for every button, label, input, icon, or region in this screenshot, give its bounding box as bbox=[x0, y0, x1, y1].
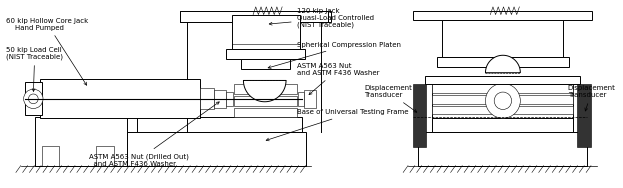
Text: Displacement
Transducer: Displacement Transducer bbox=[364, 85, 417, 112]
Bar bbox=[442, 20, 563, 57]
Bar bbox=[127, 132, 307, 166]
Text: Spherical Compression Platen: Spherical Compression Platen bbox=[268, 42, 401, 68]
Bar bbox=[214, 90, 226, 108]
Bar bbox=[305, 90, 316, 108]
Bar bbox=[97, 146, 113, 166]
Circle shape bbox=[485, 83, 520, 118]
Bar bbox=[200, 88, 214, 109]
Bar bbox=[226, 49, 305, 59]
Bar bbox=[432, 117, 573, 132]
Text: 50 kip Load Cell
(NIST Traceable): 50 kip Load Cell (NIST Traceable) bbox=[6, 47, 63, 91]
Text: ASTM A563 Nut (Drilled Out)
  and ASTM F436 Washer: ASTM A563 Nut (Drilled Out) and ASTM F43… bbox=[88, 102, 219, 167]
Bar bbox=[181, 11, 331, 22]
Bar bbox=[432, 95, 573, 104]
Bar bbox=[25, 82, 42, 115]
Circle shape bbox=[29, 94, 38, 104]
Bar bbox=[42, 146, 59, 166]
Bar bbox=[137, 117, 302, 132]
Bar bbox=[413, 11, 592, 20]
Bar bbox=[417, 132, 587, 166]
Bar bbox=[437, 57, 569, 67]
Circle shape bbox=[494, 92, 511, 109]
Text: Base of Universal Testing Frame: Base of Universal Testing Frame bbox=[266, 109, 408, 141]
Bar bbox=[232, 15, 300, 49]
Polygon shape bbox=[244, 80, 286, 102]
Bar bbox=[242, 59, 290, 69]
Bar bbox=[234, 84, 297, 94]
Bar bbox=[36, 117, 127, 166]
Bar bbox=[298, 92, 305, 106]
Bar bbox=[40, 80, 200, 118]
Bar bbox=[226, 92, 233, 106]
Bar bbox=[181, 11, 328, 22]
Polygon shape bbox=[485, 55, 520, 73]
Text: 60 kip Hollow Core Jack
    Hand Pumped: 60 kip Hollow Core Jack Hand Pumped bbox=[6, 17, 88, 85]
Bar bbox=[578, 84, 591, 147]
Text: 120 kip Jack
Quasi-Load Controlled
(NIST Traceable): 120 kip Jack Quasi-Load Controlled (NIST… bbox=[269, 8, 374, 28]
Circle shape bbox=[24, 89, 43, 108]
Bar bbox=[432, 106, 573, 114]
Text: Displacement
Transducer: Displacement Transducer bbox=[568, 85, 616, 111]
Bar bbox=[234, 108, 297, 117]
Bar bbox=[432, 84, 573, 93]
Bar bbox=[426, 76, 581, 84]
Bar bbox=[413, 84, 426, 147]
Bar bbox=[432, 84, 573, 118]
Text: ASTM A563 Nut
and ASTM F436 Washer: ASTM A563 Nut and ASTM F436 Washer bbox=[297, 63, 379, 95]
Bar bbox=[234, 96, 297, 106]
